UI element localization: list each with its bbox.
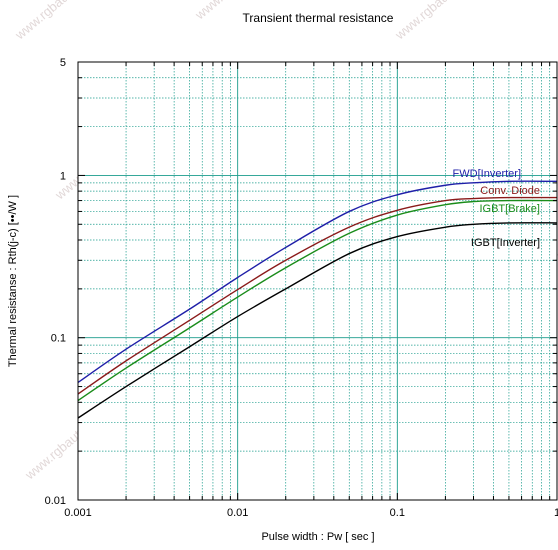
chart-title: Transient thermal resistance <box>243 11 394 25</box>
x-tick-label: 0.1 <box>390 507 405 519</box>
y-tick-label: 1 <box>60 170 66 182</box>
series-line-1 <box>77 196 558 395</box>
y-tick-label: 0.1 <box>51 333 66 345</box>
series-label-1: Conv. Diode <box>480 185 540 197</box>
x-tick-labels: 0.001 0.01 0.1 1 <box>64 507 558 519</box>
series-label-2: IGBT[Brake] <box>479 203 540 215</box>
x-axis-label: Pulse width : Pw [ sec ] <box>261 531 374 543</box>
x-tick-label: 1 <box>554 507 558 519</box>
minor-grid <box>78 61 557 500</box>
series-line-2 <box>77 199 558 402</box>
watermark-text: www.rgbautomatyka.pl <box>392 0 503 43</box>
x-tick-label: 0.001 <box>64 507 92 519</box>
x-tick-label: 0.01 <box>227 507 248 519</box>
series-label-3: IGBT[Inverter] <box>471 237 540 249</box>
series-line-3 <box>77 222 558 419</box>
series-line-0 <box>77 180 558 384</box>
y-tick-labels: 0.01 0.1 1 5 <box>45 57 66 507</box>
plot-frame <box>77 61 558 501</box>
y-tick-label: 5 <box>60 57 66 69</box>
series-lines <box>77 180 558 419</box>
y-tick-label: 0.01 <box>45 495 66 507</box>
axis-ticks <box>77 61 557 501</box>
plot-area <box>78 62 557 500</box>
watermark-text: www.rgbautomatyka.pl <box>12 0 123 43</box>
series-labels: FWD[Inverter] Conv. Diode IGBT[Brake] IGBT[… <box>453 168 540 249</box>
series-label-0: FWD[Inverter] <box>453 168 521 180</box>
y-axis-label: Thermal resistanse : Rth(j-c) [••/W ] <box>7 195 19 367</box>
